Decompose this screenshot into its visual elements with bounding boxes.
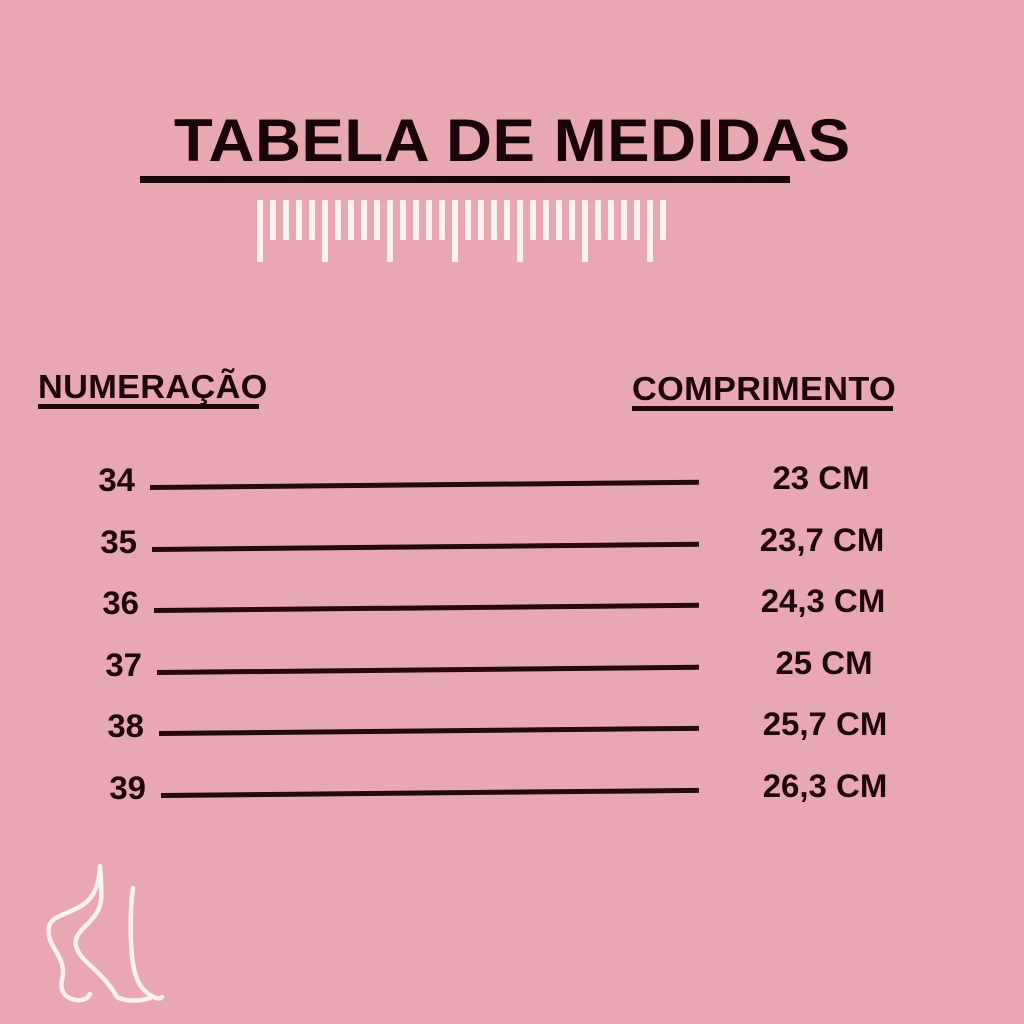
row-connector-line bbox=[149, 479, 699, 490]
ruler-tick-minor bbox=[621, 200, 627, 240]
table-row: 38 25,7 CM bbox=[0, 706, 1024, 759]
ruler-tick-minor bbox=[634, 200, 640, 240]
column-header-numeracao-underline bbox=[38, 404, 259, 409]
ruler-tick-minor bbox=[491, 200, 497, 240]
ruler-tick-minor bbox=[413, 200, 419, 240]
row-size-label: 36 bbox=[102, 585, 140, 621]
ruler-tick-minor bbox=[530, 200, 536, 240]
row-connector-line bbox=[156, 664, 699, 675]
row-size-label: 38 bbox=[107, 708, 144, 744]
table-row: 36 24,3 CM bbox=[0, 583, 1024, 636]
ruler-tick-minor bbox=[504, 200, 510, 240]
ruler-tick-minor bbox=[400, 200, 406, 240]
row-connector-line bbox=[152, 541, 699, 552]
ruler-tick-minor bbox=[283, 200, 289, 240]
page-title: TABELA DE MEDIDAS bbox=[0, 108, 1024, 174]
ruler-tick-minor bbox=[309, 200, 315, 240]
ruler-tick-minor bbox=[478, 200, 484, 240]
table-row: 37 25 CM bbox=[0, 644, 1024, 698]
ruler-tick-minor bbox=[556, 200, 562, 240]
row-connector-line bbox=[158, 725, 699, 736]
ruler-tick-major bbox=[257, 200, 263, 262]
ruler-tick-minor bbox=[660, 200, 666, 240]
ruler-tick-minor bbox=[608, 200, 614, 240]
row-connector-line bbox=[160, 787, 699, 798]
ruler-tick-minor bbox=[348, 200, 354, 240]
row-size-label: 35 bbox=[100, 523, 138, 560]
ruler-tick-minor bbox=[439, 200, 445, 240]
column-header-comprimento: COMPRIMENTO bbox=[632, 370, 897, 407]
ruler-tick-minor bbox=[335, 200, 341, 240]
ruler-tick-minor bbox=[426, 200, 432, 240]
table-row: 34 23 CM bbox=[0, 460, 1024, 513]
ruler-tick-minor bbox=[595, 200, 601, 240]
ruler-tick-major bbox=[517, 200, 523, 262]
ruler-tick-major bbox=[647, 200, 653, 262]
row-size-label: 37 bbox=[104, 646, 142, 683]
row-length-value: 24,3 CM bbox=[760, 583, 886, 619]
ruler-tick-major bbox=[322, 200, 328, 262]
row-size-label: 34 bbox=[98, 462, 135, 498]
column-header-comprimento-underline bbox=[632, 406, 893, 411]
ruler-graphic bbox=[257, 200, 673, 262]
ruler-tick-minor bbox=[465, 200, 471, 240]
page-title-text: TABELA DE MEDIDAS bbox=[173, 107, 851, 174]
legs-line-art-logo bbox=[46, 863, 165, 1003]
ruler-tick-minor bbox=[543, 200, 549, 240]
row-length-value: 25 CM bbox=[775, 644, 873, 681]
row-length-value: 25,7 CM bbox=[762, 706, 887, 742]
page-title-underline bbox=[140, 176, 790, 183]
row-length-value: 26,3 CM bbox=[763, 767, 888, 804]
row-length-value: 23 CM bbox=[772, 460, 870, 496]
row-connector-line bbox=[154, 602, 699, 613]
table-row: 35 23,7 CM bbox=[0, 521, 1024, 575]
ruler-tick-minor bbox=[296, 200, 302, 240]
row-length-value: 23,7 CM bbox=[759, 521, 885, 558]
ruler-tick-minor bbox=[361, 200, 367, 240]
column-header-numeracao: NUMERAÇÃO bbox=[38, 368, 268, 405]
ruler-tick-major bbox=[582, 200, 588, 262]
ruler-tick-major bbox=[452, 200, 458, 262]
ruler-tick-minor bbox=[374, 200, 380, 240]
ruler-tick-major bbox=[387, 200, 393, 262]
ruler-tick-minor bbox=[270, 200, 276, 240]
row-size-label: 39 bbox=[109, 769, 146, 806]
ruler-tick-minor bbox=[569, 200, 575, 240]
table-row: 39 26,3 CM bbox=[0, 767, 1024, 821]
